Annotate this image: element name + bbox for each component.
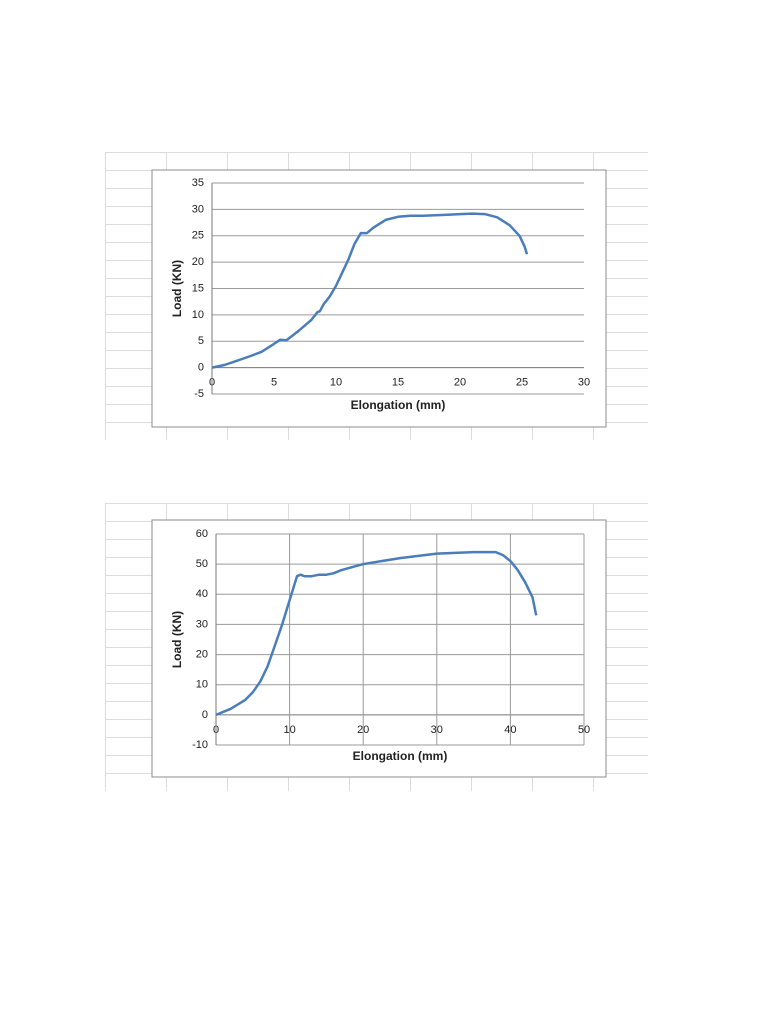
chart-frame (151, 169, 607, 428)
y-tick-label: 20 (196, 648, 208, 660)
y-tick-label: -10 (192, 739, 208, 751)
y-tick-label: 10 (196, 679, 208, 691)
y-tick-label: 30 (196, 618, 208, 630)
y-tick-label: 5 (198, 335, 204, 347)
y-tick-label: 50 (196, 558, 208, 570)
y-tick-label: 0 (202, 709, 208, 721)
y-tick-label: 10 (192, 309, 204, 321)
y-tick-label: -5 (194, 388, 204, 400)
x-tick-label: 15 (392, 377, 404, 389)
y-tick-label: 20 (192, 256, 204, 268)
y-tick-label: 35 (192, 177, 204, 189)
y-tick-label: 15 (192, 282, 204, 294)
y-axis-title: Load (KN) (170, 611, 184, 668)
x-tick-label: 30 (578, 377, 590, 389)
y-tick-label: 40 (196, 588, 208, 600)
x-tick-label: 10 (330, 377, 342, 389)
y-tick-label: 25 (192, 230, 204, 242)
x-tick-label: 20 (454, 377, 466, 389)
y-tick-label: 30 (192, 203, 204, 215)
x-axis-title: Elongation (mm) (351, 398, 446, 412)
x-tick-label: 25 (516, 377, 528, 389)
y-tick-label: 60 (196, 528, 208, 540)
chart-frame (151, 519, 607, 778)
line-series (211, 212, 529, 369)
y-axis-title: Load (KN) (170, 260, 184, 317)
x-tick-label: 5 (271, 377, 277, 389)
line-series (215, 550, 538, 717)
x-axis-title: Elongation (mm) (353, 749, 448, 763)
y-tick-label: 0 (198, 362, 204, 374)
